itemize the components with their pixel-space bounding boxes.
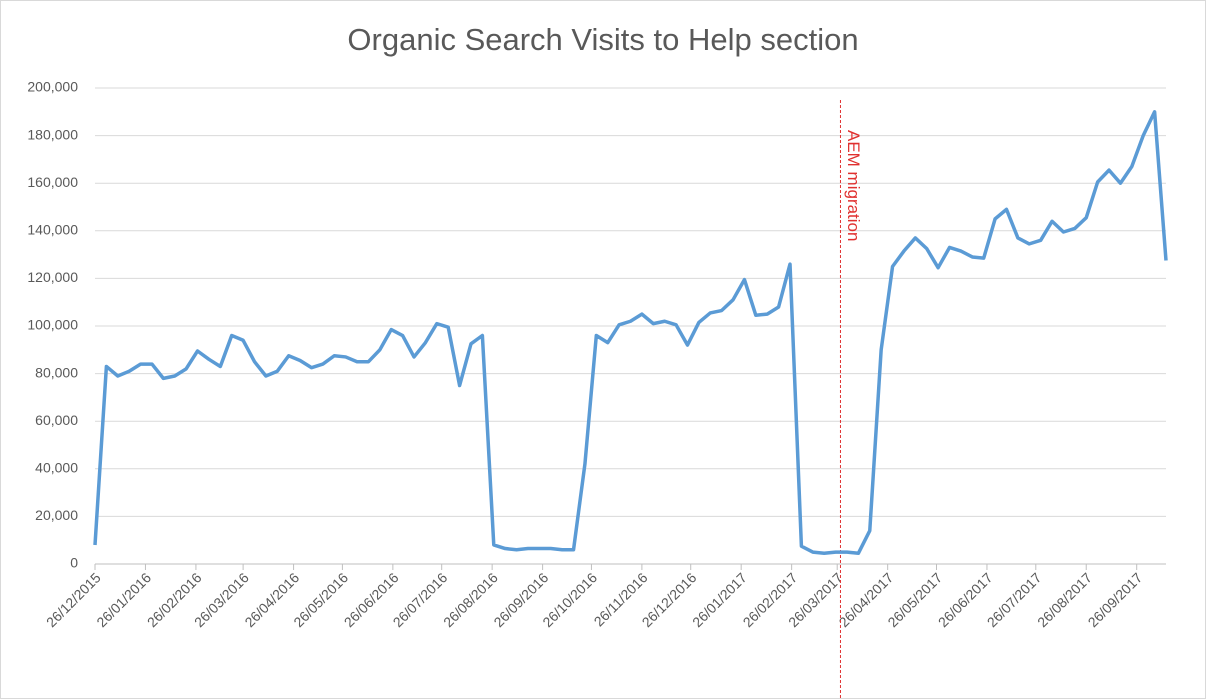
y-tick-label: 80,000 xyxy=(35,364,78,380)
y-tick-label: 40,000 xyxy=(35,460,78,476)
y-tick-label: 200,000 xyxy=(27,79,78,95)
y-tick-label: 100,000 xyxy=(27,317,78,333)
y-tick-label: 20,000 xyxy=(35,507,78,523)
y-tick-label: 160,000 xyxy=(27,174,78,190)
annotation-text: AEM migration xyxy=(844,130,863,241)
y-tick-label: 180,000 xyxy=(27,126,78,142)
y-tick-label: 120,000 xyxy=(27,269,78,285)
data-line xyxy=(93,110,1168,556)
y-tick-label: 140,000 xyxy=(27,222,78,238)
y-tick-label: 0 xyxy=(70,555,78,571)
y-tick-label: 60,000 xyxy=(35,412,78,428)
chart-title: Organic Search Visits to Help section xyxy=(347,22,858,57)
